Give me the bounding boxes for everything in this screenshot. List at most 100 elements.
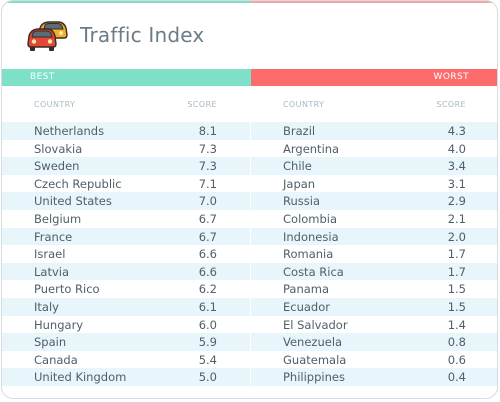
country-cell: Hungary: [34, 317, 84, 332]
country-cell: Italy: [34, 299, 59, 314]
score-cell: 0.6: [447, 352, 466, 367]
worst-table-row: Costa Rica 1.7: [251, 262, 497, 281]
worst-table-row: Russia 2.9: [251, 192, 497, 210]
country-cell: Philippines: [283, 370, 345, 385]
worst-table-row: Panama 1.5: [251, 280, 497, 298]
score-cell: 7.0: [198, 194, 217, 209]
score-cell: 6.2: [198, 282, 217, 297]
page-title: Traffic Index: [80, 23, 205, 47]
country-cell: Colombia: [283, 211, 338, 226]
worst-table-row: Japan 3.1: [251, 175, 497, 193]
score-cell: 1.7: [447, 264, 466, 279]
worst-accent-line: [251, 1, 497, 3]
best-table: COUNTRY SCORE Netherlands 8.1 Slovakia 7.3 S…: [2, 86, 250, 386]
country-cell: El Salvador: [283, 317, 348, 332]
country-cell: Puerto Rico: [34, 282, 100, 297]
worst-table-row: Philippines 0.4: [251, 368, 497, 386]
score-cell: 7.3: [198, 141, 217, 156]
country-cell: Slovakia: [34, 141, 83, 156]
score-cell: 5.0: [198, 370, 217, 385]
country-cell: Sweden: [34, 159, 80, 174]
country-cell: France: [34, 229, 73, 244]
score-cell: 6.7: [198, 229, 217, 244]
score-cell: 7.1: [198, 176, 217, 191]
country-cell: Czech Republic: [34, 176, 122, 191]
score-column-header: SCORE: [187, 100, 217, 109]
country-cell: Belgium: [34, 211, 82, 226]
cars-icon: [27, 21, 68, 51]
best-table-row: Canada 5.4: [2, 351, 250, 369]
worst-table-row: Colombia 2.1: [251, 210, 497, 228]
best-band: BEST: [2, 69, 251, 86]
score-column-header: SCORE: [436, 100, 466, 109]
country-cell: Chile: [283, 159, 312, 174]
country-cell: Argentina: [283, 141, 340, 156]
score-cell: 1.5: [447, 282, 466, 297]
score-cell: 0.4: [447, 370, 466, 385]
score-cell: 1.4: [447, 317, 466, 332]
country-cell: Netherlands: [34, 124, 105, 138]
best-table-row: Czech Republic 7.1: [2, 175, 250, 193]
worst-band: WORST: [251, 69, 497, 86]
country-cell: Japan: [283, 176, 316, 191]
score-cell: 6.7: [198, 211, 217, 226]
best-table-row: Spain 5.9: [2, 333, 250, 351]
country-cell: Russia: [283, 194, 320, 209]
worst-table-row: Argentina 4.0: [251, 140, 497, 158]
score-cell: 2.9: [447, 194, 466, 209]
card-header: Traffic Index: [2, 3, 497, 69]
worst-table: COUNTRY SCORE Brazil 4.3 Argentina 4.0 Chile…: [251, 86, 497, 386]
score-cell: 7.3: [198, 159, 217, 174]
score-cell: 2.1: [447, 211, 466, 226]
score-cell: 3.1: [447, 176, 466, 191]
worst-table-row: Chile 3.4: [251, 157, 497, 175]
country-cell: Guatemala: [283, 352, 347, 367]
best-table-row: Latvia 6.6: [2, 262, 250, 281]
score-cell: 6.6: [198, 247, 217, 262]
country-cell: Ecuador: [283, 299, 330, 314]
best-table-row: Hungary 6.0: [2, 316, 250, 334]
best-table-row: Sweden 7.3: [2, 157, 250, 175]
worst-table-row: Romania 1.7: [251, 245, 497, 263]
best-table-rows: Netherlands 8.1 Slovakia 7.3 Sweden 7.3 Czech …: [2, 122, 250, 386]
country-column-header: COUNTRY: [34, 100, 76, 109]
best-accent-line: [2, 1, 251, 3]
score-cell: 8.1: [198, 124, 217, 138]
score-cell: 4.3: [447, 124, 466, 138]
score-cell: 2.0: [447, 229, 466, 244]
worst-table-row: Guatemala 0.6: [251, 351, 497, 369]
best-table-header: COUNTRY SCORE: [2, 86, 250, 122]
score-cell: 6.6: [198, 264, 217, 279]
country-column-header: COUNTRY: [283, 100, 325, 109]
score-cell: 4.0: [447, 141, 466, 156]
country-cell: Brazil: [283, 124, 316, 138]
best-table-row: France 6.7: [2, 227, 250, 246]
score-cell: 3.4: [447, 159, 466, 174]
worst-table-rows: Brazil 4.3 Argentina 4.0 Chile 3.4 Japan 3.1 Rus…: [251, 122, 497, 386]
country-cell: Spain: [34, 335, 67, 350]
best-table-row: Netherlands 8.1: [2, 122, 250, 140]
best-table-row: Italy 6.1: [2, 297, 250, 316]
worst-table-row: El Salvador 1.4: [251, 316, 497, 334]
score-cell: 6.0: [198, 317, 217, 332]
country-cell: Latvia: [34, 264, 70, 279]
worst-table-row: Brazil 4.3: [251, 122, 497, 140]
country-cell: Indonesia: [283, 229, 339, 244]
best-table-row: Slovakia 7.3: [2, 140, 250, 158]
best-table-row: Belgium 6.7: [2, 210, 250, 228]
country-cell: Canada: [34, 352, 78, 367]
best-table-row: Puerto Rico 6.2: [2, 280, 250, 298]
score-cell: 5.4: [198, 352, 217, 367]
worst-table-row: Indonesia 2.0: [251, 227, 497, 246]
score-cell: 6.1: [198, 299, 217, 314]
best-table-row: United Kingdom 5.0: [2, 368, 250, 386]
country-cell: Venezuela: [283, 335, 343, 350]
country-cell: Romania: [283, 247, 334, 262]
worst-table-header: COUNTRY SCORE: [251, 86, 497, 122]
worst-table-row: Venezuela 0.8: [251, 333, 497, 351]
best-table-row: Israel 6.6: [2, 245, 250, 263]
country-cell: Costa Rica: [283, 264, 344, 279]
score-cell: 1.7: [447, 247, 466, 262]
score-cell: 5.9: [198, 335, 217, 350]
